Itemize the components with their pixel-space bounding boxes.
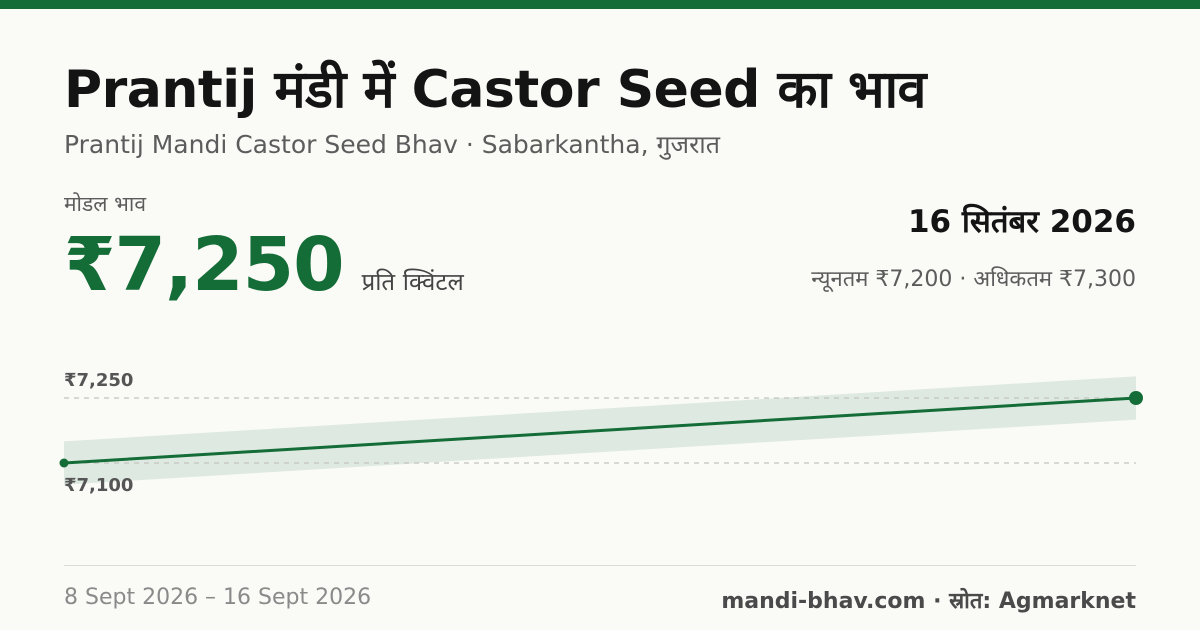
data-point: [1129, 391, 1143, 405]
price-trend-chart: ₹7,250 ₹7,100: [59, 370, 1143, 496]
price-unit: प्रति क्विंटल: [361, 268, 464, 296]
reference-label: ₹7,100: [64, 475, 133, 496]
price-date: 16 सितंबर 2026: [907, 204, 1136, 240]
reference-label: ₹7,250: [64, 370, 133, 391]
min-max-range: न्यूनतम ₹7,200 · अधिकतम ₹7,300: [811, 267, 1136, 292]
footer-date-range: 8 Sept 2026 – 16 Sept 2026: [64, 585, 372, 610]
top-accent-bar: [0, 0, 1200, 9]
series-line: [62, 396, 1138, 465]
data-point: [59, 458, 69, 468]
footer-source: mandi-bhav.com · स्रोत: Agmarknet: [721, 589, 1136, 614]
page-title: Prantij मंडी में Castor Seed का भाव: [64, 60, 926, 120]
modal-price-value: ₹7,250: [64, 222, 345, 308]
price-row: ₹7,250 प्रति क्विंटल: [64, 222, 464, 308]
page-subtitle: Prantij Mandi Castor Seed Bhav · Sabarka…: [64, 130, 721, 159]
modal-price-label: मोडल भाव: [64, 192, 147, 216]
footer-divider: [64, 565, 1136, 566]
